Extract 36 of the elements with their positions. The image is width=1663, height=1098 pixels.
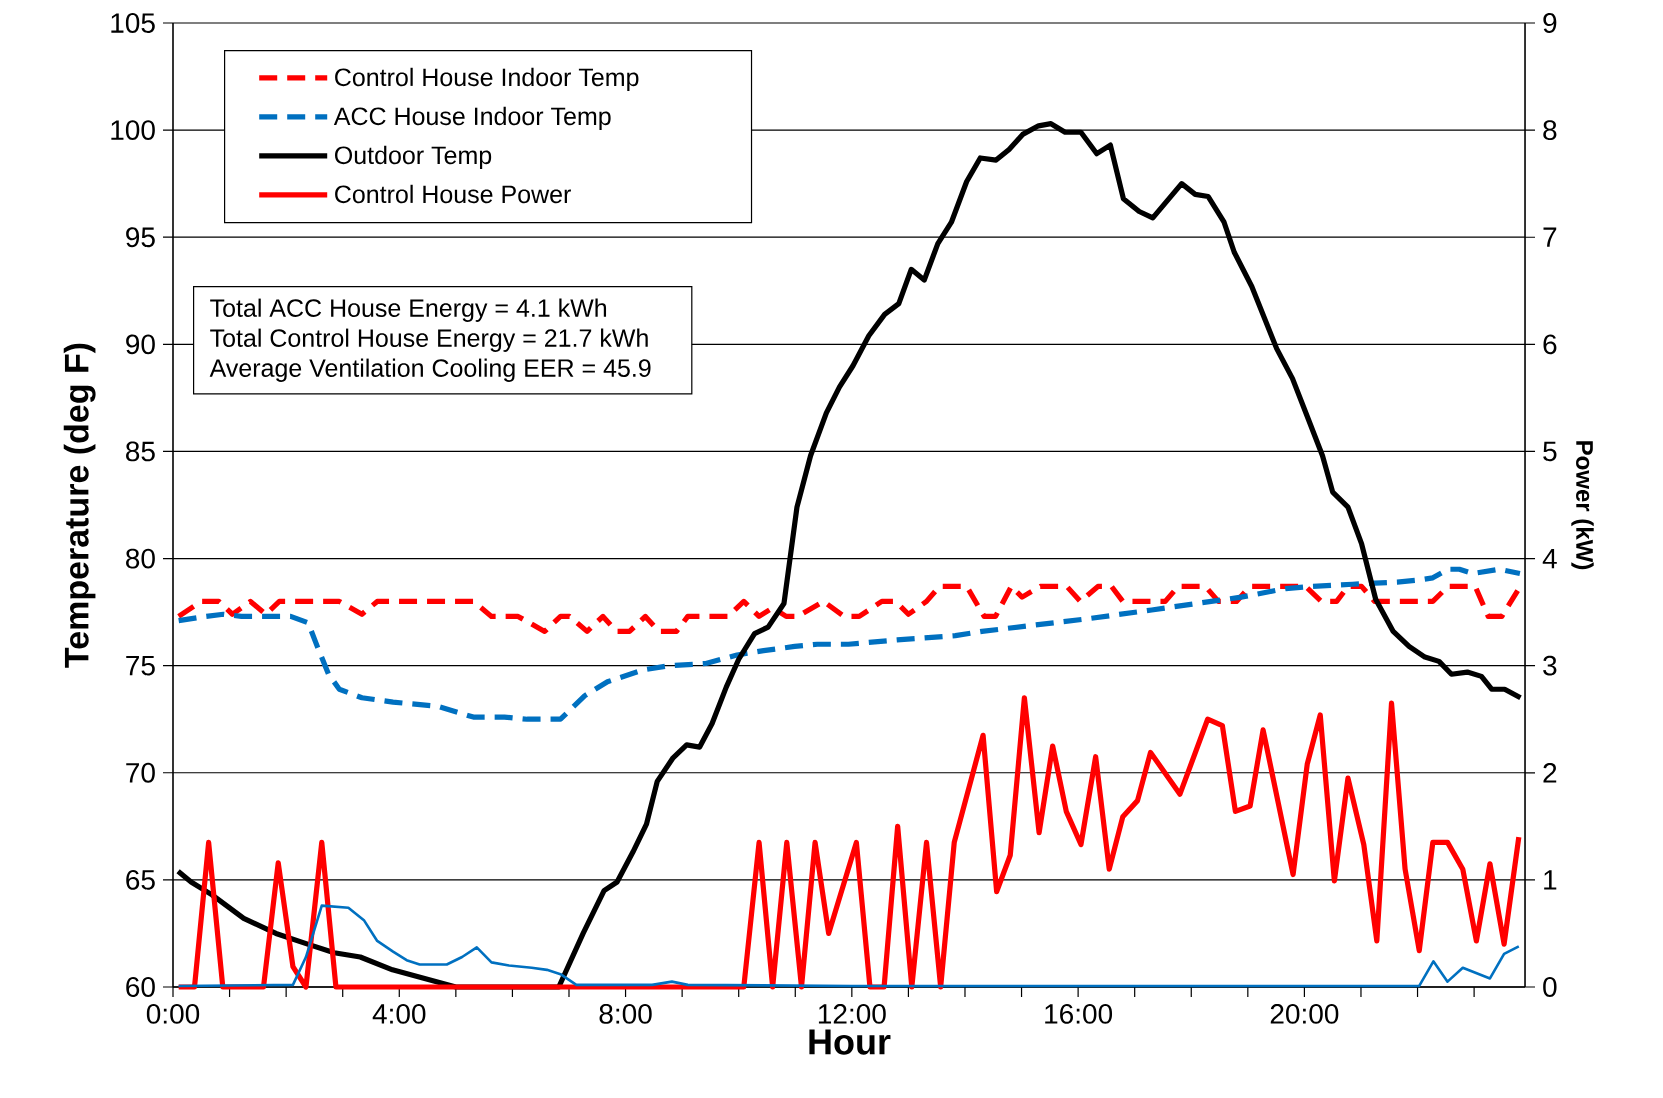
x-axis-title: Hour [809, 1029, 891, 1055]
y2-tick-label: 1 [1544, 870, 1557, 890]
y-tick-label: 70 [126, 762, 155, 783]
annotation: Total Control House Energy = 21.7 kWh [210, 328, 648, 352]
y-tick-label: 105 [111, 13, 155, 33]
y-tick-label: 100 [111, 120, 155, 141]
legend-label: Control House Power [335, 184, 571, 204]
y2-tick-label: 8 [1543, 120, 1557, 141]
y2-tick-label: 2 [1543, 762, 1557, 783]
legend-label: Outdoor Temp [334, 145, 492, 170]
x-tick-label: 12:00 [818, 1004, 886, 1024]
y-tick-label: 75 [126, 655, 155, 676]
legend-label: ACC House Indoor Temp [333, 106, 611, 131]
y-tick-label: 95 [126, 227, 155, 248]
y2-axis-title: Power (kW) [1571, 441, 1594, 570]
y-tick-label: 65 [126, 869, 155, 890]
x-tick-label: 4:00 [372, 1004, 426, 1024]
x-tick-label: 20:00 [1270, 1004, 1339, 1024]
y2-tick-label: 0 [1543, 977, 1557, 997]
x-tick-label: 8:00 [599, 1004, 652, 1024]
y-tick-label: 85 [126, 441, 155, 462]
y-tick-label: 90 [126, 334, 155, 355]
y2-tick-label: 7 [1543, 227, 1557, 247]
y2-tick-label: 5 [1543, 441, 1557, 462]
y-tick-label: 80 [126, 548, 155, 569]
annotation: Total ACC House Energy = 4.1 kWh [210, 298, 607, 322]
x-tick-label: 16:00 [1045, 1004, 1113, 1024]
y2-tick-label: 4 [1542, 548, 1557, 569]
y2-tick-label: 9 [1543, 13, 1557, 33]
legend-label: Control House Indoor Temp [335, 67, 639, 92]
annotation: Average Ventilation Cooling EER = 45.9 [209, 358, 651, 382]
y2-tick-label: 3 [1543, 655, 1557, 676]
y-tick-label: 60 [126, 977, 155, 997]
x-tick-label: 0:00 [146, 1004, 200, 1024]
y-axis-title: Temperature (deg F) [63, 343, 96, 668]
y2-tick-label: 6 [1543, 334, 1557, 355]
